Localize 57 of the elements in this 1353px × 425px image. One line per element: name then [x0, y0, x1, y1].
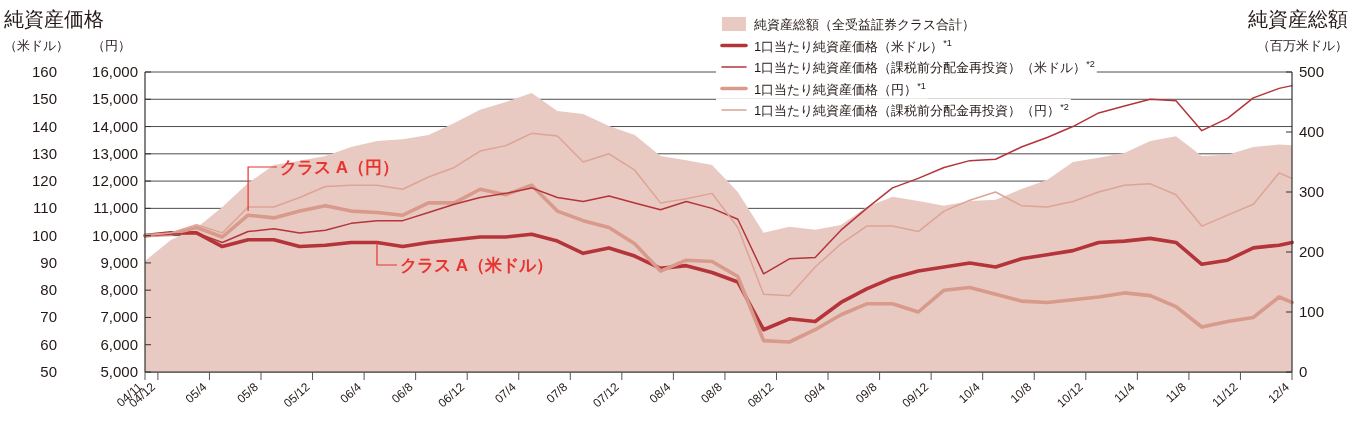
x-tick-label: 09/4	[801, 379, 829, 406]
x-tick-label: 09/8	[852, 379, 880, 406]
x-tick-label: 05/8	[234, 379, 262, 406]
y-tick-label: 60	[40, 335, 57, 353]
y-tick-label: 120	[31, 172, 57, 190]
x-tick-label: 07/8	[543, 379, 571, 406]
y3-tick-label: 13,000	[92, 144, 138, 162]
x-tick-label: 07/4	[492, 379, 519, 406]
y2-tick-label: 300	[1299, 183, 1325, 200]
y3-tick-label: 7,000	[100, 308, 138, 326]
y2-tick-label: 200	[1299, 243, 1325, 260]
annotation: クラス A（円）	[280, 158, 399, 177]
text: 純資産総額	[1248, 8, 1348, 30]
y2-axis-title: （百万米ドル）	[1257, 38, 1348, 53]
y-axis-title: （米ドル）	[4, 38, 69, 53]
legend-label: 1口当たり純資産価格（円）$^{*1}$	[754, 80, 926, 97]
y3-tick-label: 16,000	[92, 63, 138, 80]
legend-label: 1口当たり純資産価格（課税前分配金再投資）（円）$^{*2}$	[754, 102, 1069, 118]
y-tick-label: 80	[40, 281, 57, 299]
legend-label: 1口当たり純資産価格（課税前分配金再投資）（米ドル）$^{*2}$	[754, 59, 1095, 75]
x-tick-label: 10/4	[955, 379, 983, 406]
x-tick-label: 06/8	[388, 379, 416, 406]
y3-tick-label: 6,000	[100, 335, 138, 353]
x-tick-label: 08/8	[698, 379, 726, 406]
y3-tick-label: 10,000	[92, 226, 138, 244]
y2-tick-label: 0	[1299, 363, 1308, 380]
x-tick-label: 11/4	[1111, 379, 1138, 406]
x-tick-label: 06/4	[337, 379, 365, 406]
legend-label: 1口当たり純資産価格（米ドル）$^{*1}$	[754, 37, 952, 54]
y3-tick-label: 14,000	[92, 117, 138, 135]
y2-tick-label: 500	[1299, 63, 1325, 80]
y3-tick-label: 12,000	[92, 172, 138, 190]
y3-axis-title: （円）	[92, 38, 131, 53]
y2-tick-label: 100	[1299, 303, 1325, 320]
x-tick-label: 08/4	[646, 379, 674, 406]
x-tick-label: 11/8	[1162, 379, 1190, 406]
y-tick-label: 50	[40, 363, 57, 380]
y-tick-label: 150	[31, 90, 57, 108]
annotation: クラス A（米ドル）	[400, 256, 553, 275]
y-tick-label: 110	[33, 199, 57, 217]
y-tick-label: 90	[40, 253, 57, 271]
y3-tick-label: 8,000	[100, 281, 138, 299]
y-tick-label: 160	[31, 63, 57, 80]
legend-label: 純資産総額（全受益証券クラス合計）	[754, 17, 975, 32]
y-tick-label: 70	[40, 308, 57, 326]
y-tick-label: 100	[31, 226, 57, 244]
x-tick-label: 10/8	[1007, 379, 1035, 406]
y-tick-label: 130	[31, 144, 57, 162]
y3-tick-label: 11,000	[93, 199, 138, 217]
x-tick-label: 12/4	[1265, 379, 1293, 406]
y3-tick-label: 5,000	[100, 363, 138, 380]
y3-tick-label: 9,000	[100, 253, 138, 271]
y-tick-label: 140	[31, 117, 57, 135]
y2-tick-label: 400	[1299, 123, 1325, 140]
y3-tick-label: 15,000	[92, 90, 138, 108]
text: 純資産価格	[4, 8, 104, 30]
x-tick-label: 05/4	[182, 379, 210, 406]
